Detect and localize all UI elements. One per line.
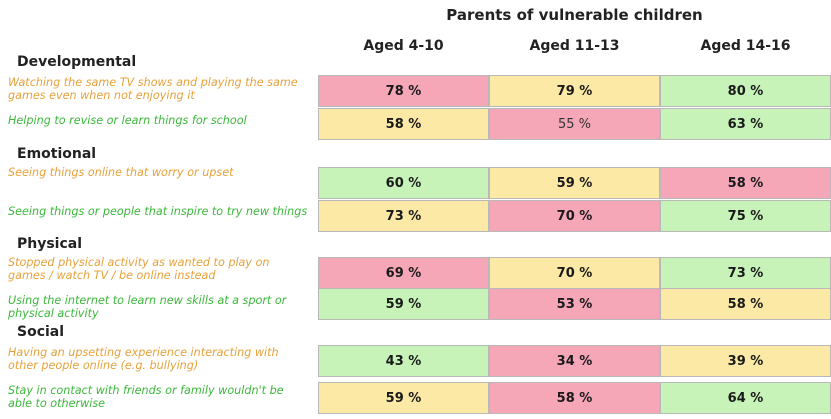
cell-row4-aged-4-10: 73 % xyxy=(318,200,489,232)
row-label-revise-learn: Helping to revise or learn things for sc… xyxy=(8,114,247,127)
cell-row6-aged-11-13: 53 % xyxy=(489,288,660,320)
cell-row5-aged-14-16: 73 % xyxy=(660,257,831,289)
cell-row3-aged-4-10: 60 % xyxy=(318,167,489,199)
column-header-aged-11-13: Aged 11-13 xyxy=(529,38,620,54)
section-social: Social xyxy=(17,324,65,340)
cell-row2-aged-11-13: 55 % xyxy=(489,108,660,140)
cell-row8-aged-14-16: 64 % xyxy=(660,382,831,414)
column-header-aged-14-16: Aged 14-16 xyxy=(700,38,791,54)
cell-row1-aged-4-10: 78 % xyxy=(318,75,489,107)
row-label-stopped-physical: Stopped physical activity as wanted to p… xyxy=(8,256,270,282)
cell-row5-aged-4-10: 69 % xyxy=(318,257,489,289)
section-emotional: Emotional xyxy=(17,146,97,162)
row-label-inspire: Seeing things or people that inspire to … xyxy=(8,205,308,218)
cell-row7-aged-14-16: 39 % xyxy=(660,345,831,377)
cell-row4-aged-11-13: 70 % xyxy=(489,200,660,232)
section-developmental: Developmental xyxy=(17,54,137,70)
section-physical: Physical xyxy=(17,236,83,252)
cell-row3-aged-14-16: 58 % xyxy=(660,167,831,199)
column-header-aged-4-10: Aged 4-10 xyxy=(363,38,444,54)
cell-row4-aged-14-16: 75 % xyxy=(660,200,831,232)
chart-title: Parents of vulnerable children xyxy=(446,6,703,24)
cell-row1-aged-11-13: 79 % xyxy=(489,75,660,107)
cell-row6-aged-14-16: 58 % xyxy=(660,288,831,320)
cell-row5-aged-11-13: 70 % xyxy=(489,257,660,289)
cell-row2-aged-14-16: 63 % xyxy=(660,108,831,140)
row-label-worry-upset: Seeing things online that worry or upset xyxy=(8,166,234,179)
cell-row6-aged-4-10: 59 % xyxy=(318,288,489,320)
cell-row7-aged-4-10: 43 % xyxy=(318,345,489,377)
row-label-sport-skills: Using the internet to learn new skills a… xyxy=(8,294,287,320)
row-label-upsetting-experience: Having an upsetting experience interacti… xyxy=(8,346,279,372)
cell-row8-aged-11-13: 58 % xyxy=(489,382,660,414)
cell-row8-aged-4-10: 59 % xyxy=(318,382,489,414)
cell-row1-aged-14-16: 80 % xyxy=(660,75,831,107)
cell-row3-aged-11-13: 59 % xyxy=(489,167,660,199)
cell-row7-aged-11-13: 34 % xyxy=(489,345,660,377)
row-label-stay-in-contact: Stay in contact with friends or family w… xyxy=(8,384,284,410)
cell-row2-aged-4-10: 58 % xyxy=(318,108,489,140)
row-label-tv-games: Watching the same TV shows and playing t… xyxy=(8,76,298,102)
